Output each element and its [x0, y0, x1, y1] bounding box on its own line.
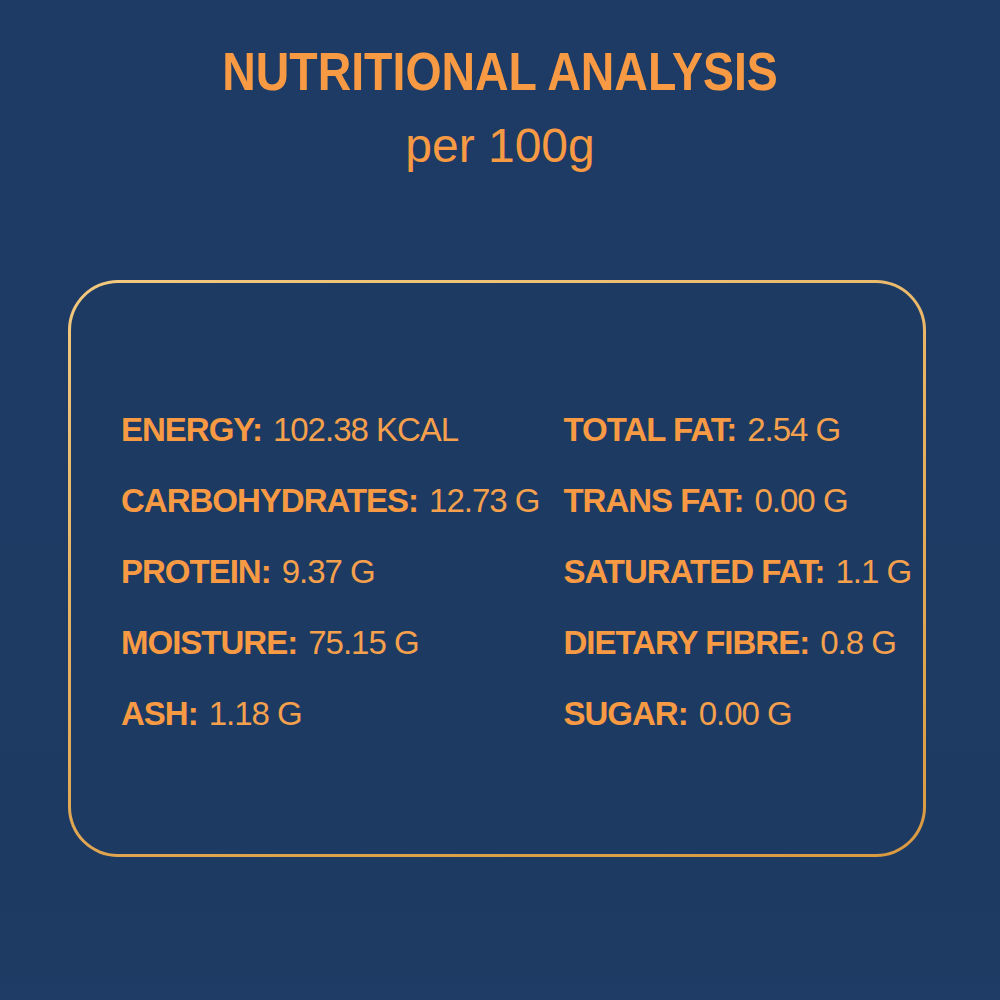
- nutrition-row-moisture: MOISTURE: 75.15 G: [121, 626, 563, 697]
- nutrient-label: SATURATED FAT:: [563, 555, 824, 588]
- nutrient-label: DIETARY FIBRE:: [563, 626, 809, 659]
- nutrition-column-left: ENERGY: 102.38 KCAL CARBOHYDRATES: 12.73…: [121, 413, 563, 854]
- nutrient-value: 9.37 G: [282, 555, 375, 588]
- nutrient-label: TOTAL FAT:: [563, 413, 736, 446]
- nutrient-label: PROTEIN:: [121, 555, 271, 588]
- nutrition-row-protein: PROTEIN: 9.37 G: [121, 555, 563, 626]
- nutrient-label: MOISTURE:: [121, 626, 297, 659]
- nutrient-label: SUGAR:: [563, 697, 687, 730]
- nutrition-row-carbohydrates: CARBOHYDRATES: 12.73 G: [121, 484, 563, 555]
- nutrient-value: 2.54 G: [747, 413, 840, 446]
- nutrient-value: 75.15 G: [308, 626, 418, 659]
- nutrition-label: NUTRITIONAL ANALYSIS per 100g ENERGY: 10…: [0, 0, 1000, 1000]
- nutrition-row-sugar: SUGAR: 0.00 G: [563, 697, 923, 768]
- nutrient-value: 1.1 G: [835, 555, 911, 588]
- header: NUTRITIONAL ANALYSIS per 100g: [0, 40, 1000, 173]
- nutrient-value: 102.38 KCAL: [273, 413, 458, 446]
- nutrition-row-dietary-fibre: DIETARY FIBRE: 0.8 G: [563, 626, 923, 697]
- nutrient-value: 1.18 G: [209, 697, 302, 730]
- nutrient-value: 0.00 G: [755, 484, 848, 517]
- nutrition-column-right: TOTAL FAT: 2.54 G TRANS FAT: 0.00 G SATU…: [563, 413, 923, 854]
- nutrition-row-trans-fat: TRANS FAT: 0.00 G: [563, 484, 923, 555]
- nutrition-row-ash: ASH: 1.18 G: [121, 697, 563, 768]
- panel-border: ENERGY: 102.38 KCAL CARBOHYDRATES: 12.73…: [68, 280, 926, 857]
- nutrient-label: CARBOHYDRATES:: [121, 484, 418, 517]
- nutrition-row-saturated-fat: SATURATED FAT: 1.1 G: [563, 555, 923, 626]
- nutrient-label: ENERGY:: [121, 413, 262, 446]
- nutrient-label: ASH:: [121, 697, 198, 730]
- page-subtitle: per 100g: [0, 118, 1000, 173]
- nutrient-value: 0.00 G: [699, 697, 792, 730]
- nutrient-value: 0.8 G: [820, 626, 896, 659]
- nutrient-label: TRANS FAT:: [563, 484, 743, 517]
- nutrition-row-total-fat: TOTAL FAT: 2.54 G: [563, 413, 923, 484]
- nutrient-value: 12.73 G: [429, 484, 539, 517]
- nutrition-panel: ENERGY: 102.38 KCAL CARBOHYDRATES: 12.73…: [71, 283, 923, 854]
- nutrition-row-energy: ENERGY: 102.38 KCAL: [121, 413, 563, 484]
- page-title: NUTRITIONAL ANALYSIS: [222, 40, 778, 102]
